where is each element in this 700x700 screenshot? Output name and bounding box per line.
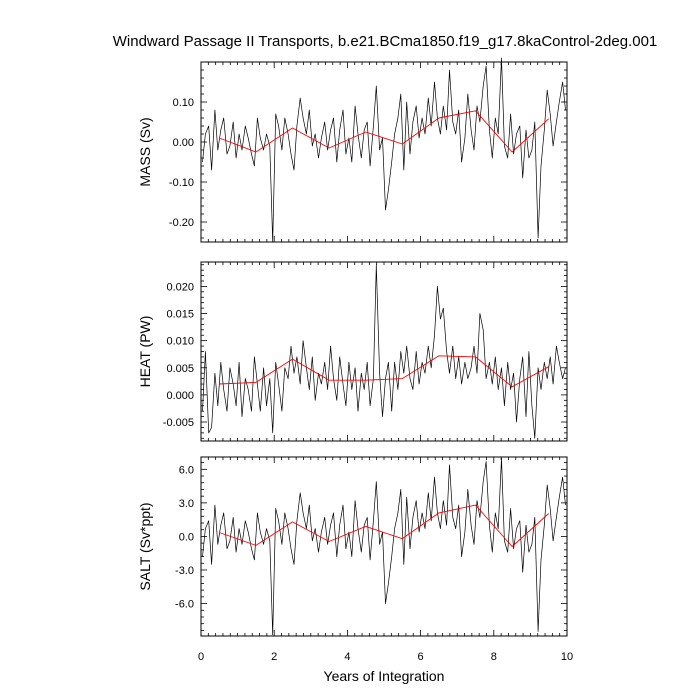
salt-y-tick-label: -6.0 [175, 599, 194, 611]
mass-y-tick-label: 0.00 [173, 137, 194, 149]
x-axis-label: Years of Integration [324, 668, 445, 684]
heat-y-tick-label: 0.000 [166, 390, 194, 402]
heat-y-tick-label: 0.005 [166, 363, 194, 375]
salt-annual-mean-line [219, 504, 550, 547]
mass-y-axis-label: MASS (Sv) [137, 117, 153, 186]
salt-panel: -6.0 -3.0 0.0 3.0 6.0 SALT (Sv*ppt) [137, 456, 568, 637]
heat-y-tick-label: -0.005 [163, 417, 194, 429]
heat-y-tick-label: 0.015 [166, 309, 194, 321]
salt-y-axis-label: SALT (Sv*ppt) [137, 502, 153, 590]
x-tick-label: 6 [418, 651, 424, 663]
salt-y-tick-label: 6.0 [179, 464, 194, 476]
x-tick-labels: 0 2 4 6 8 10 [198, 651, 573, 663]
x-tick-label: 4 [344, 651, 350, 663]
heat-plot-frame [200, 261, 568, 442]
mass-panel: -0.20 -0.10 0.00 0.10 MASS (Sv) [137, 57, 568, 243]
mass-annual-mean-line [219, 110, 550, 153]
heat-monthly-line [202, 264, 566, 439]
x-tick-label: 2 [271, 651, 277, 663]
salt-y-tick-label: 3.0 [179, 498, 194, 510]
heat-y-tick-label: 0.020 [166, 281, 194, 293]
heat-y-axis-label: HEAT (PW) [137, 316, 153, 388]
mass-y-tick-label: -0.10 [169, 177, 194, 189]
mass-monthly-line [202, 57, 566, 243]
salt-monthly-line [202, 457, 566, 636]
heat-panel: -0.005 0.000 0.005 0.010 0.015 0.020 HEAT (PW) [137, 261, 568, 442]
heat-annual-mean-line [219, 355, 549, 388]
heat-y-tick-label: 0.010 [166, 336, 194, 348]
mass-y-tick-label: -0.20 [169, 217, 194, 229]
chart-title: Windward Passage II Transports, b.e21.BC… [113, 33, 658, 50]
salt-y-tick-label: -3.0 [175, 565, 194, 577]
x-tick-label: 0 [198, 651, 204, 663]
x-tick-label: 10 [561, 651, 573, 663]
mass-y-tick-label: 0.10 [173, 97, 194, 109]
x-tick-label: 8 [491, 651, 497, 663]
salt-y-tick-label: 0.0 [179, 531, 194, 543]
